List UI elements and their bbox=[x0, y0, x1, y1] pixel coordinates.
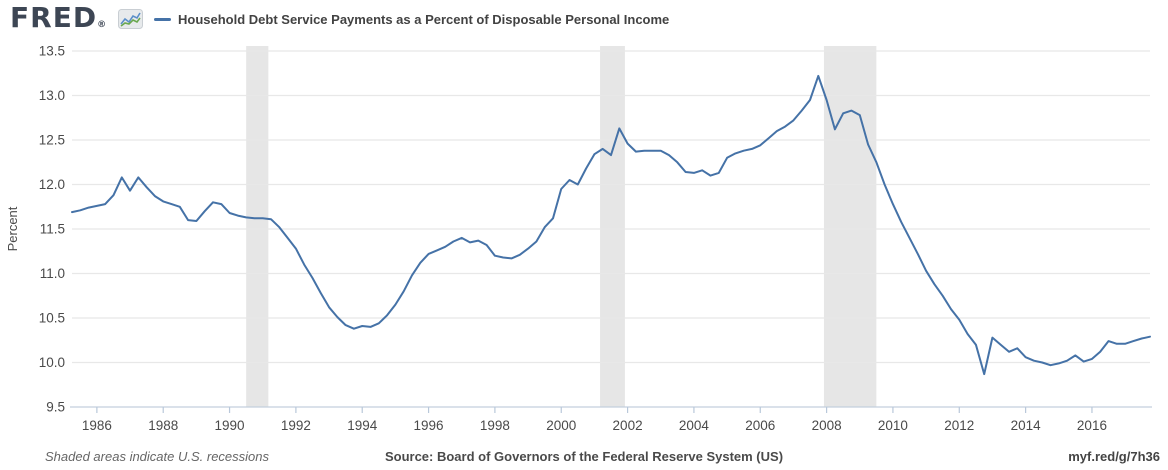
recession-note: Shaded areas indicate U.S. recessions bbox=[45, 449, 270, 464]
recession-band bbox=[823, 46, 877, 407]
graph-header: FRED® Household Debt Service Payments as… bbox=[0, 0, 1168, 40]
y-tick-label: 12.5 bbox=[39, 133, 65, 148]
x-tick-label: 1994 bbox=[347, 418, 378, 433]
fred-logo[interactable]: FRED® bbox=[10, 2, 106, 41]
x-tick-label: 1988 bbox=[148, 418, 178, 433]
x-tick-label: 2014 bbox=[1011, 418, 1042, 433]
y-tick-label: 11.5 bbox=[40, 222, 65, 237]
y-tick-label: 13.0 bbox=[39, 88, 65, 103]
y-tick-label: 11.0 bbox=[40, 266, 65, 281]
source-note: Source: Board of Governors of the Federa… bbox=[384, 449, 784, 464]
x-tick-label: 1986 bbox=[82, 418, 112, 433]
x-tick-label: 1992 bbox=[281, 418, 311, 433]
legend-line-swatch bbox=[154, 18, 171, 21]
x-tick-label: 2000 bbox=[546, 418, 576, 433]
y-tick-label: 10.0 bbox=[39, 355, 65, 370]
series-title: Household Debt Service Payments as a Per… bbox=[178, 12, 670, 27]
y-tick-label: 9.5 bbox=[46, 400, 65, 415]
y-axis-title: Percent bbox=[5, 206, 20, 251]
short-url-link[interactable]: myf.red/g/7h36 bbox=[1068, 449, 1160, 464]
x-tick-label: 2004 bbox=[679, 418, 710, 433]
data-line-series bbox=[71, 74, 1151, 376]
x-tick-label: 1990 bbox=[215, 418, 245, 433]
y-tick-label: 13.5 bbox=[39, 44, 65, 59]
x-tick-label: 2008 bbox=[812, 418, 842, 433]
x-tick-label: 1998 bbox=[480, 418, 510, 433]
recession-band bbox=[600, 46, 625, 407]
x-tick-label: 2016 bbox=[1077, 418, 1107, 433]
fred-chart-icon bbox=[118, 9, 143, 29]
recession-band bbox=[246, 46, 269, 407]
fred-logo-text: FRED bbox=[10, 1, 98, 34]
y-tick-label: 10.5 bbox=[39, 311, 65, 326]
x-tick-label: 2006 bbox=[745, 418, 775, 433]
x-tick-label: 2012 bbox=[944, 418, 974, 433]
x-tick-label: 1996 bbox=[414, 418, 444, 433]
registered-mark: ® bbox=[97, 20, 107, 30]
y-tick-label: 12.0 bbox=[39, 177, 65, 192]
x-tick-label: 2002 bbox=[613, 418, 643, 433]
x-tick-label: 2010 bbox=[878, 418, 908, 433]
